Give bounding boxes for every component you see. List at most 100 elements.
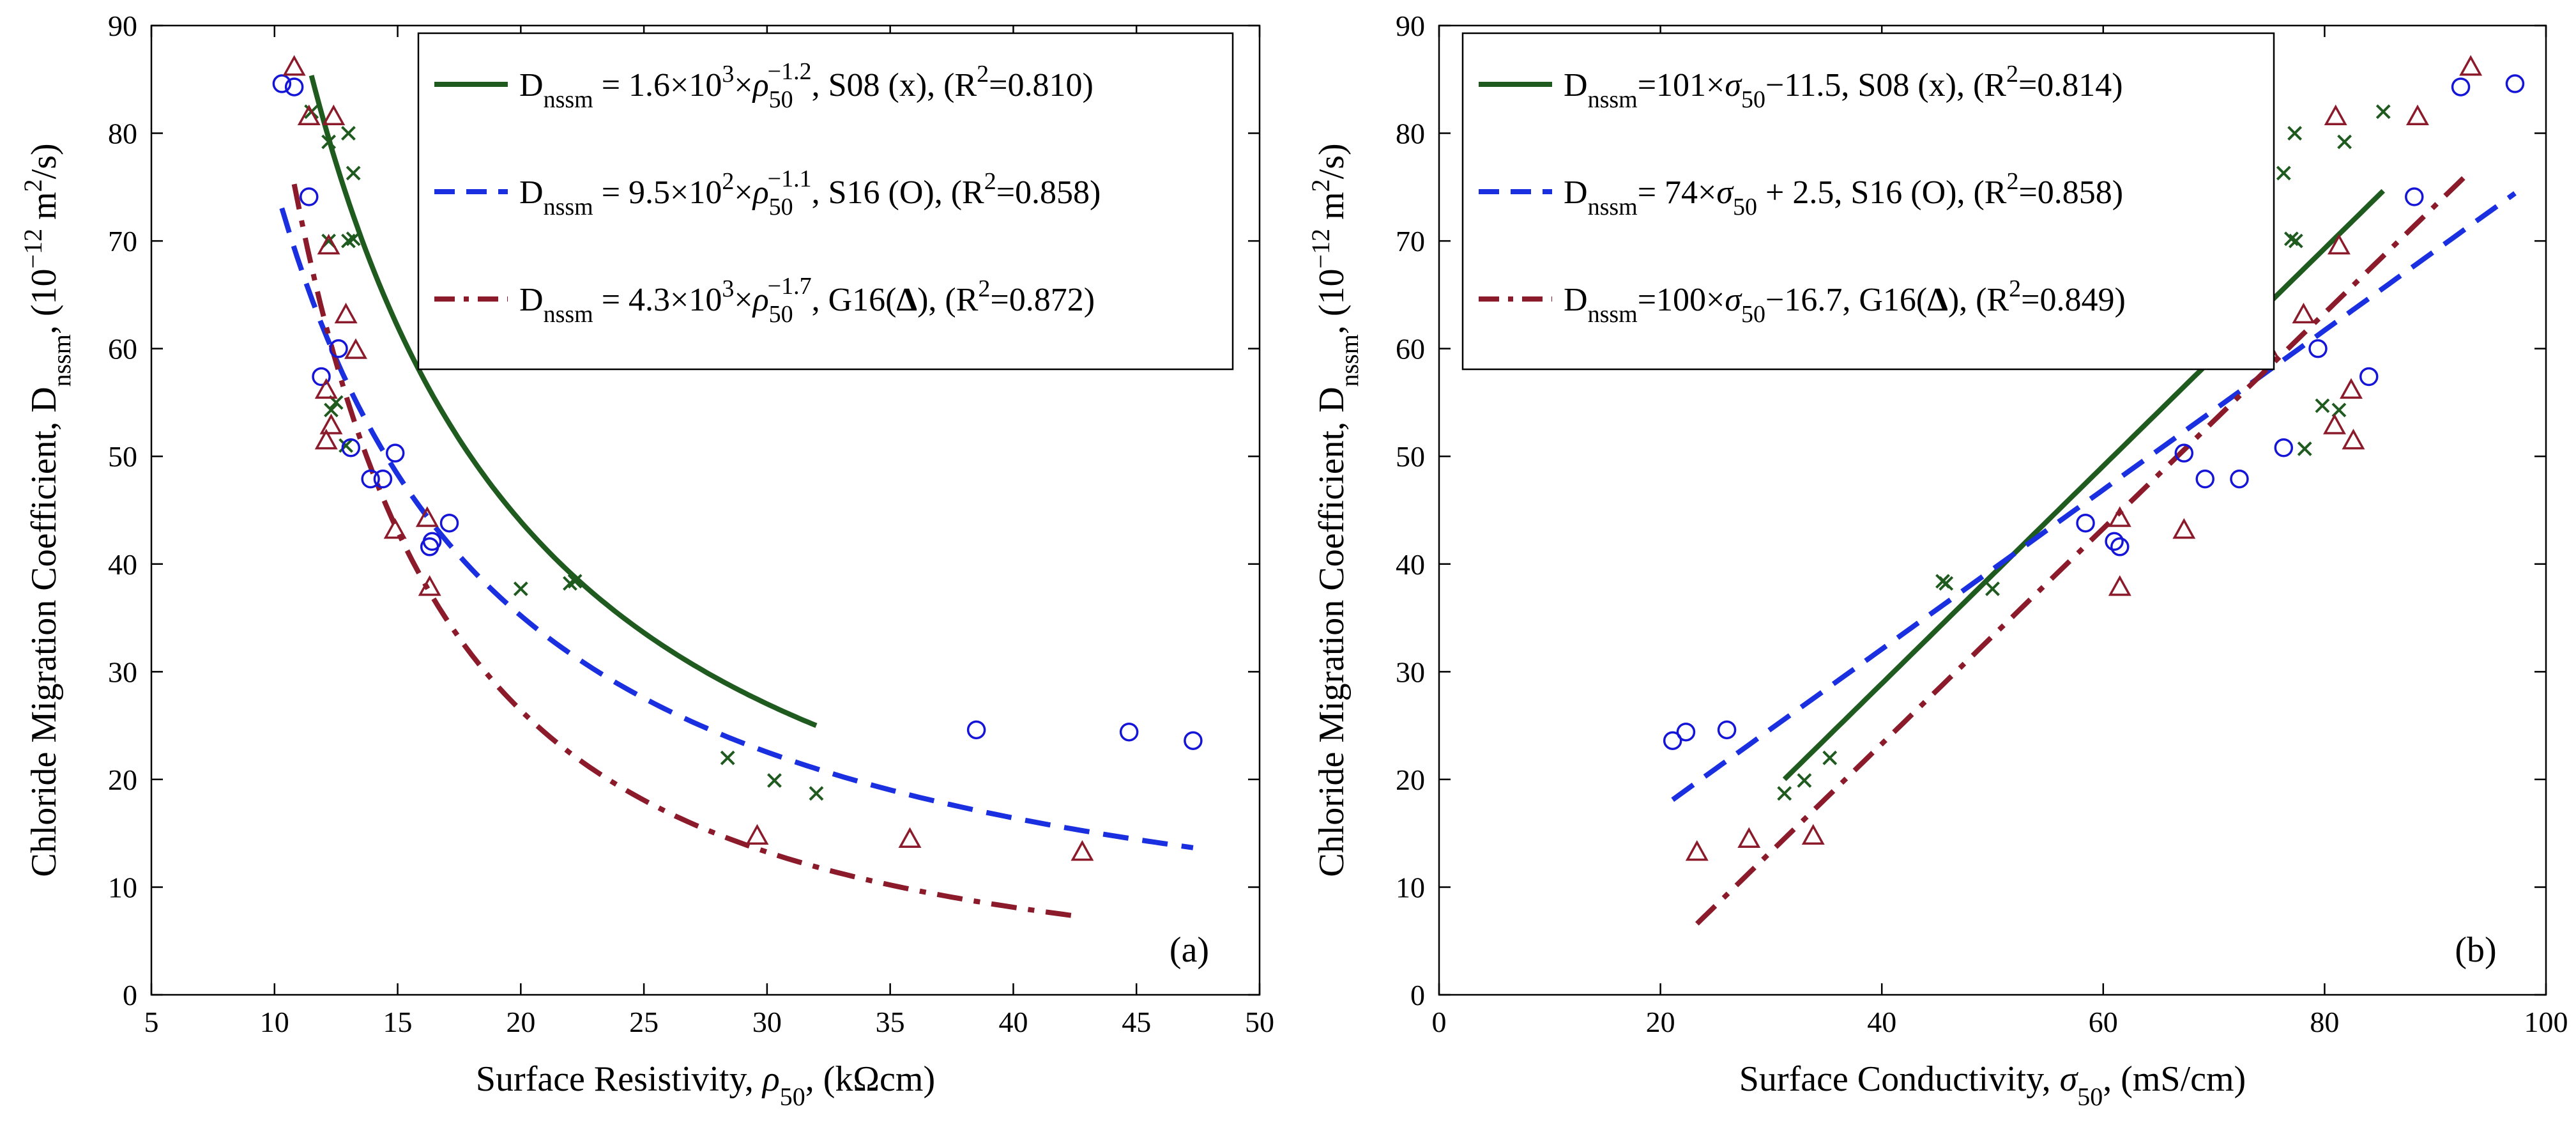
y-tick-label-b: 10 <box>1396 871 1425 903</box>
data-point-triangle-b <box>2108 575 2131 596</box>
data-point-triangle-a <box>898 827 922 848</box>
data-point-cross-b <box>2315 398 2330 413</box>
data-point-circle-b <box>2110 537 2130 556</box>
data-point-triangle-b <box>1801 824 1825 845</box>
fit-line-s08-a <box>309 75 818 728</box>
data-point-circle-a <box>300 187 319 206</box>
legend-box-a <box>417 32 1234 371</box>
x-tick-label-a: 50 <box>1245 1006 1274 1038</box>
y-tick-label-a: 80 <box>108 118 137 150</box>
data-point-triangle-a <box>314 378 338 399</box>
data-point-circle-a <box>361 469 380 489</box>
x-tick-label-b: 0 <box>1432 1006 1447 1038</box>
data-point-circle-b <box>2505 74 2525 93</box>
data-point-circle-a <box>385 443 405 463</box>
data-point-triangle-a <box>282 55 306 76</box>
data-point-circle-a <box>272 74 292 93</box>
panel-label-a: (a) <box>1170 930 1209 970</box>
data-point-circle-a <box>1184 731 1203 750</box>
data-point-cross-a <box>324 403 339 418</box>
data-point-circle-b <box>2274 438 2294 457</box>
data-point-triangle-b <box>2172 518 2196 539</box>
x-tick-label-b: 60 <box>2089 1006 2118 1038</box>
data-point-cross-b <box>2288 233 2303 249</box>
fit-line-s16-a <box>279 207 1194 850</box>
data-point-cross-a <box>346 231 361 247</box>
x-axis-label-b: Surface Conductivity, σ50, (mS/cm) <box>1739 1059 2246 1111</box>
data-point-triangle-a <box>745 824 769 845</box>
data-point-cross-a <box>339 438 354 453</box>
y-axis-label-b: Chloride Migration Coefficient, Dnssm, (… <box>1306 143 1364 877</box>
data-point-triangle-b <box>2405 104 2429 126</box>
data-point-cross-a <box>720 750 735 765</box>
data-point-cross-a <box>567 574 583 589</box>
y-tick-label-a: 50 <box>108 440 137 473</box>
x-tick-label-b: 80 <box>2310 1006 2339 1038</box>
data-point-triangle-a <box>415 506 439 527</box>
fit-line-g16-b <box>1695 169 2473 926</box>
data-point-circle-a <box>439 513 459 533</box>
data-point-triangle-a <box>297 104 321 126</box>
data-point-cross-a <box>513 581 528 596</box>
y-tick-label-a: 20 <box>108 764 137 796</box>
data-point-circle-b <box>2451 77 2471 96</box>
data-point-cross-b <box>2375 104 2391 119</box>
legend-entry-g16-b: Dnssm=100×σ50−16.7, G16(Δ), (R2=0.849) <box>1564 275 2126 328</box>
y-tick-label-b: 20 <box>1396 764 1425 796</box>
data-point-triangle-b <box>2324 104 2347 126</box>
fit-line-s08-b <box>1782 188 2386 781</box>
data-point-cross-b <box>1797 773 1812 788</box>
data-point-triangle-b <box>2459 55 2483 76</box>
data-point-cross-a <box>321 134 337 150</box>
data-point-circle-b <box>1717 720 1737 740</box>
data-point-cross-b <box>2337 134 2352 150</box>
x-tick-label-a: 30 <box>752 1006 782 1038</box>
x-tick-label-a: 5 <box>144 1006 159 1038</box>
data-point-triangle-b <box>2342 429 2365 450</box>
data-point-cross-b <box>1985 581 2000 596</box>
x-tick-label-a: 15 <box>383 1006 413 1038</box>
plot-area-a <box>150 24 1261 996</box>
y-tick-label-a: 70 <box>108 225 137 257</box>
data-point-circle-a <box>373 469 393 489</box>
y-tick-label-a: 90 <box>108 10 137 42</box>
data-point-cross-b <box>2297 441 2312 456</box>
x-tick-label-a: 45 <box>1122 1006 1151 1038</box>
x-tick-label-a: 40 <box>998 1006 1028 1038</box>
data-point-circle-b <box>1663 731 1682 750</box>
data-point-cross-b <box>2283 231 2299 247</box>
x-tick-label-b: 100 <box>2524 1006 2568 1038</box>
data-point-cross-b <box>1822 750 1838 765</box>
data-point-circle-b <box>1676 722 1696 742</box>
data-point-triangle-a <box>344 338 367 359</box>
data-point-circle-a <box>422 532 442 551</box>
legend-entry-g16-a: Dnssm = 4.3×103×ρ50−1.7, G16(Δ), (R2=0.8… <box>519 273 1095 328</box>
data-point-circle-a <box>329 339 348 358</box>
data-point-triangle-b <box>2108 506 2131 527</box>
data-point-cross-b <box>1777 786 1792 801</box>
data-point-triangle-b <box>2340 378 2363 399</box>
data-point-triangle-a <box>322 104 346 126</box>
data-point-triangle-b <box>1685 840 1709 861</box>
y-tick-label-a: 30 <box>108 656 137 688</box>
y-tick-label-b: 40 <box>1396 548 1425 581</box>
data-point-circle-b <box>2105 532 2124 551</box>
y-tick-label-b: 70 <box>1396 225 1425 257</box>
data-point-circle-b <box>2405 187 2424 206</box>
x-tick-label-a: 25 <box>629 1006 659 1038</box>
data-point-cross-a <box>346 165 361 181</box>
x-axis-label-a: Surface Resistivity, ρ50, (kΩcm) <box>476 1059 935 1111</box>
data-point-circle-a <box>966 720 986 740</box>
data-point-circle-a <box>341 438 361 457</box>
panel-label-b: (b) <box>2455 930 2496 970</box>
y-tick-label-b: 0 <box>1410 979 1425 1011</box>
y-tick-label-a: 10 <box>108 871 137 903</box>
data-point-circle-b <box>2174 443 2194 463</box>
data-point-triangle-a <box>418 575 441 596</box>
legend-entry-s16-a: Dnssm = 9.5×102×ρ50−1.1, S16 (O), (R2=0.… <box>519 165 1101 220</box>
chart-panel-b: 0 20 40 60 80 100 0 10 20 30 40 50 60 70 80 90 Surface C… <box>1306 10 2568 1111</box>
data-point-circle-b <box>2308 339 2328 358</box>
y-tick-label-a: 60 <box>108 333 137 365</box>
data-point-triangle-b <box>2327 233 2351 255</box>
